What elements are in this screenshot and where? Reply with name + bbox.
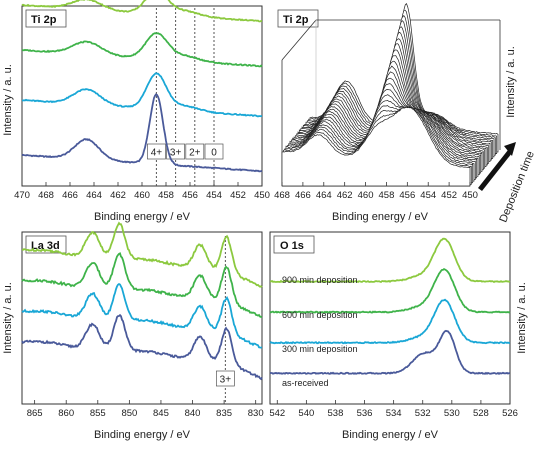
la3d-series-line (21, 313, 263, 381)
ti2p-tick-label: 454 (206, 190, 222, 201)
ti2p-ylabel: Intensity / a. u. (2, 64, 14, 136)
o1s-tick-label: 530 (444, 408, 460, 419)
o1s-tick-label: 538 (328, 408, 344, 419)
ti2p-3d-trace (281, 106, 471, 187)
o1s-tick-label: 536 (357, 408, 373, 419)
o1s-xlabel: Binding energy / eV (342, 429, 439, 441)
ti2p-tick-label: 470 (14, 190, 30, 201)
la3d-ylabel: Intensity / a. u. (2, 282, 14, 354)
ti2p-marker-label: 2+ (189, 148, 201, 159)
o1s-tick-label: 526 (502, 408, 518, 419)
la3d-frame (21, 231, 263, 405)
ti2p-3d-title: Ti 2p (283, 14, 309, 26)
la3d-panel: Intensity / a. u. La 3d 3+ 865 860 855 850 8… (2, 221, 264, 441)
o1s-panel: O 1s as-received 300 min deposition 600 mi… (269, 231, 528, 441)
o1s-series-line (269, 237, 511, 284)
ti2p-panel: Intensity / a. u. Ti 2p 4+ 3+ 2+ 0 470 468 46… (2, 0, 270, 223)
ti2p-marker-box (147, 143, 166, 160)
ti2p-3d-ylabel: Intensity / a. u. (505, 46, 517, 118)
o1s-tick-label: 528 (473, 408, 489, 419)
ti2p-3d-tick-label: 460 (358, 190, 374, 201)
la3d-tick-label: 840 (185, 408, 201, 419)
o1s-title-box (273, 235, 315, 254)
la3d-tick-label: 850 (121, 408, 137, 419)
ti2p-3d-tick-label: 450 (462, 190, 478, 201)
ti2p-3d-title-box (277, 9, 319, 28)
o1s-tick-label: 540 (298, 408, 314, 419)
o1s-frame (269, 231, 511, 405)
ti2p-series-line (22, 72, 263, 118)
ti2p-3d-time-arrowhead (504, 142, 516, 156)
ti2p-title-box (25, 9, 67, 28)
o1s-series-line (269, 298, 511, 345)
ti2p-3d-tick-label: 458 (379, 190, 395, 201)
o1s-tick-label: 534 (386, 408, 402, 419)
la3d-tick-label: 855 (90, 408, 106, 419)
o1s-tick-label: 542 (269, 408, 285, 419)
ti2p-series-line (21, 93, 263, 173)
ti2p-tick-label: 464 (86, 190, 102, 201)
o1s-series-label: 300 min deposition (282, 344, 358, 354)
ti2p-tick-label: 452 (230, 190, 246, 201)
ti2p-series-line (21, 32, 263, 68)
ti2p-marker-box (204, 143, 224, 160)
ti2p-tick-label: 456 (182, 190, 198, 201)
ti2p-3d-tick-label: 462 (337, 190, 353, 201)
la3d-title: La 3d (31, 240, 60, 252)
la3d-tick-label: 830 (248, 408, 264, 419)
ti2p-3d-tick-label: 468 (274, 190, 290, 201)
ti2p-marker-box (185, 143, 205, 160)
ti2p-tick-label: 458 (158, 190, 174, 201)
la3d-series-line (22, 221, 263, 288)
o1s-title: O 1s (280, 240, 304, 252)
ti2p-marker-label: 4+ (151, 148, 163, 159)
o1s-tick-label: 532 (415, 408, 431, 419)
o1s-series-line (269, 268, 511, 314)
ti2p-3d-tick-label: 456 (399, 190, 415, 201)
la3d-title-box (25, 235, 67, 254)
la3d-tick-label: 865 (27, 408, 43, 419)
ti2p-marker-box (166, 143, 185, 160)
la3d-tick-label: 835 (216, 408, 232, 419)
ti2p-3d-tick-label: 464 (316, 190, 332, 201)
ti2p-3d-time-arrow (478, 150, 512, 191)
ti2p-marker-label: 3+ (170, 148, 182, 159)
ti2p-tick-label: 460 (134, 190, 150, 201)
la3d-marker-label: 3+ (220, 375, 232, 386)
o1s-series-label: 900 min deposition (282, 275, 358, 285)
ti2p-3d-tick-label: 454 (420, 190, 436, 201)
ti2p-title: Ti 2p (31, 14, 57, 26)
o1s-series-label: 600 min deposition (282, 310, 358, 320)
ti2p-3d-panel: Ti 2p 468 466 464 462 460 458 456 454 452 450 Int… (274, 2, 537, 224)
ti2p-3d-tick-label: 452 (441, 190, 457, 201)
ti2p-tick-label: 462 (110, 190, 126, 201)
o1s-series-line (269, 329, 510, 375)
la3d-xlabel: Binding energy / eV (94, 429, 191, 441)
o1s-series-label: as-received (282, 378, 329, 388)
ti2p-3d-top-edge (281, 19, 317, 61)
ti2p-tick-label: 450 (254, 190, 270, 201)
la3d-tick-label: 845 (153, 408, 169, 419)
la3d-marker-box (216, 370, 235, 387)
ti2p-3d-xlabel: Binding energy / eV (332, 211, 429, 223)
la3d-series-line (21, 282, 263, 349)
ti2p-tick-label: 466 (62, 190, 78, 201)
ti2p-series-line (21, 0, 263, 23)
la3d-series-line (21, 252, 263, 318)
ti2p-xlabel: Binding energy / eV (94, 211, 191, 223)
ti2p-tick-label: 468 (38, 190, 54, 201)
la3d-tick-label: 860 (58, 408, 74, 419)
o1s-ylabel: Intensity / a. u. (516, 282, 528, 354)
ti2p-3d-tick-label: 466 (295, 190, 311, 201)
ti2p-marker-label: 0 (211, 148, 217, 159)
